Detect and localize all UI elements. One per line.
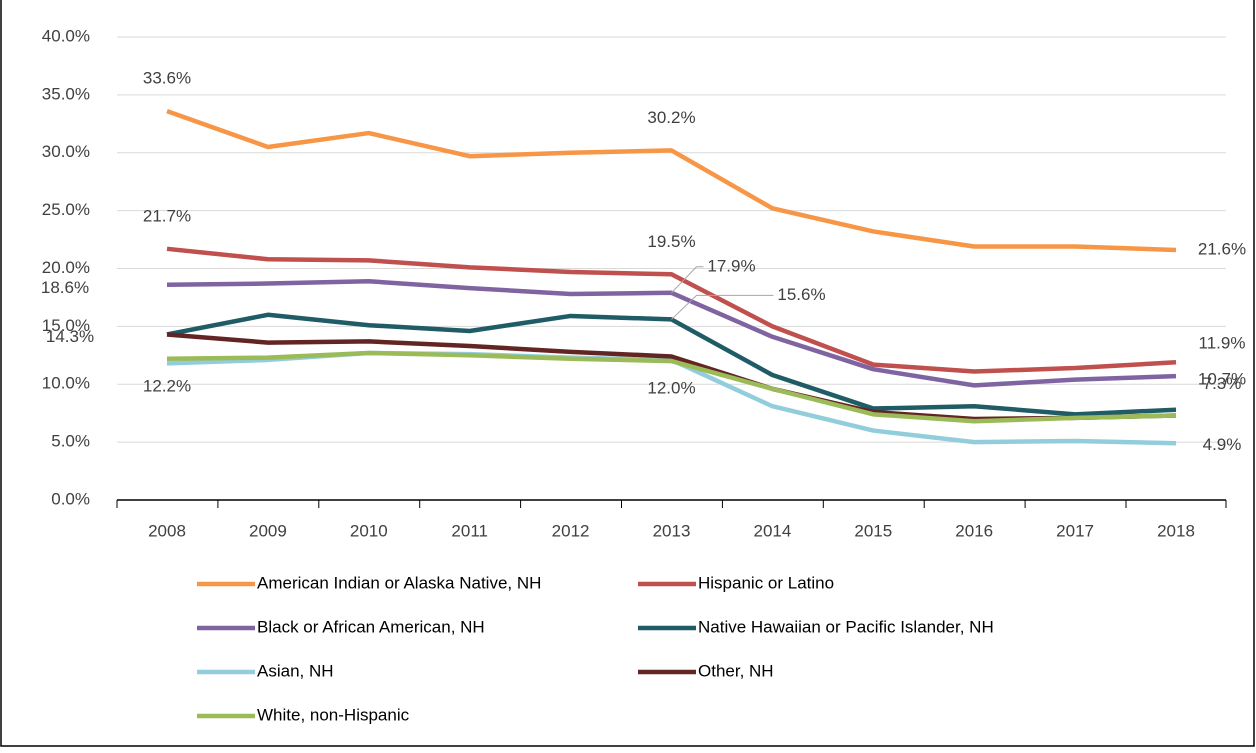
data-label: 4.9% [1203, 435, 1242, 454]
series-line [166, 108, 1177, 253]
y-tick-label: 5.0% [51, 432, 90, 451]
y-tick-label: 20.0% [42, 258, 90, 277]
data-label: 11.9% [1199, 334, 1246, 353]
y-tick-label: 35.0% [42, 84, 90, 103]
legend-label: American Indian or Alaska Native, NH [257, 573, 541, 592]
series-line [166, 332, 1177, 422]
x-tick-label: 2016 [955, 521, 993, 540]
x-tick-label: 2017 [1056, 521, 1094, 540]
data-label: 12.2% [143, 376, 191, 395]
x-tick-label: 2013 [653, 521, 691, 540]
x-tick-label: 2015 [854, 521, 892, 540]
y-tick-label: 40.0% [42, 26, 90, 45]
x-tick-label: 2011 [451, 521, 488, 540]
y-tick-label: 0.0% [51, 489, 90, 508]
leader-line [671, 266, 704, 294]
data-label: 30.2% [647, 108, 695, 127]
legend-label: Native Hawaiian or Pacific Islander, NH [698, 617, 994, 636]
data-label: 14.3% [46, 327, 94, 346]
data-label: 15.6% [777, 285, 825, 304]
data-label: 10.7% [1198, 370, 1246, 389]
legend-label: Other, NH [698, 661, 774, 680]
data-label: 17.9% [707, 256, 755, 275]
x-tick-label: 2018 [1157, 521, 1195, 540]
series-line [166, 350, 1177, 446]
x-tick-label: 2008 [148, 521, 186, 540]
y-tick-label: 10.0% [42, 374, 90, 393]
y-tick-label: 30.0% [42, 142, 90, 161]
data-label: 21.7% [143, 206, 191, 225]
x-tick-label: 2009 [249, 521, 287, 540]
data-label: 7.3% [1203, 374, 1242, 393]
legend-label: White, non-Hispanic [257, 705, 410, 724]
data-label: 19.5% [647, 232, 695, 251]
legend-label: Black or African American, NH [257, 617, 485, 636]
x-tick-label: 2010 [350, 521, 388, 540]
data-label: 18.6% [41, 278, 89, 297]
data-label: 12.0% [647, 379, 695, 398]
y-tick-label: 25.0% [42, 200, 90, 219]
series-line [166, 246, 1177, 374]
x-tick-label: 2012 [552, 521, 590, 540]
legend-label: Asian, NH [257, 661, 334, 680]
y-tick-label: 15.0% [42, 316, 90, 335]
data-label: 33.6% [143, 69, 191, 88]
data-label: 21.6% [1198, 239, 1246, 258]
series-line [166, 312, 1177, 417]
series-line [166, 350, 1177, 424]
legend-label: Hispanic or Latino [698, 573, 834, 592]
x-tick-label: 2014 [753, 521, 791, 540]
leader-line [671, 294, 774, 320]
